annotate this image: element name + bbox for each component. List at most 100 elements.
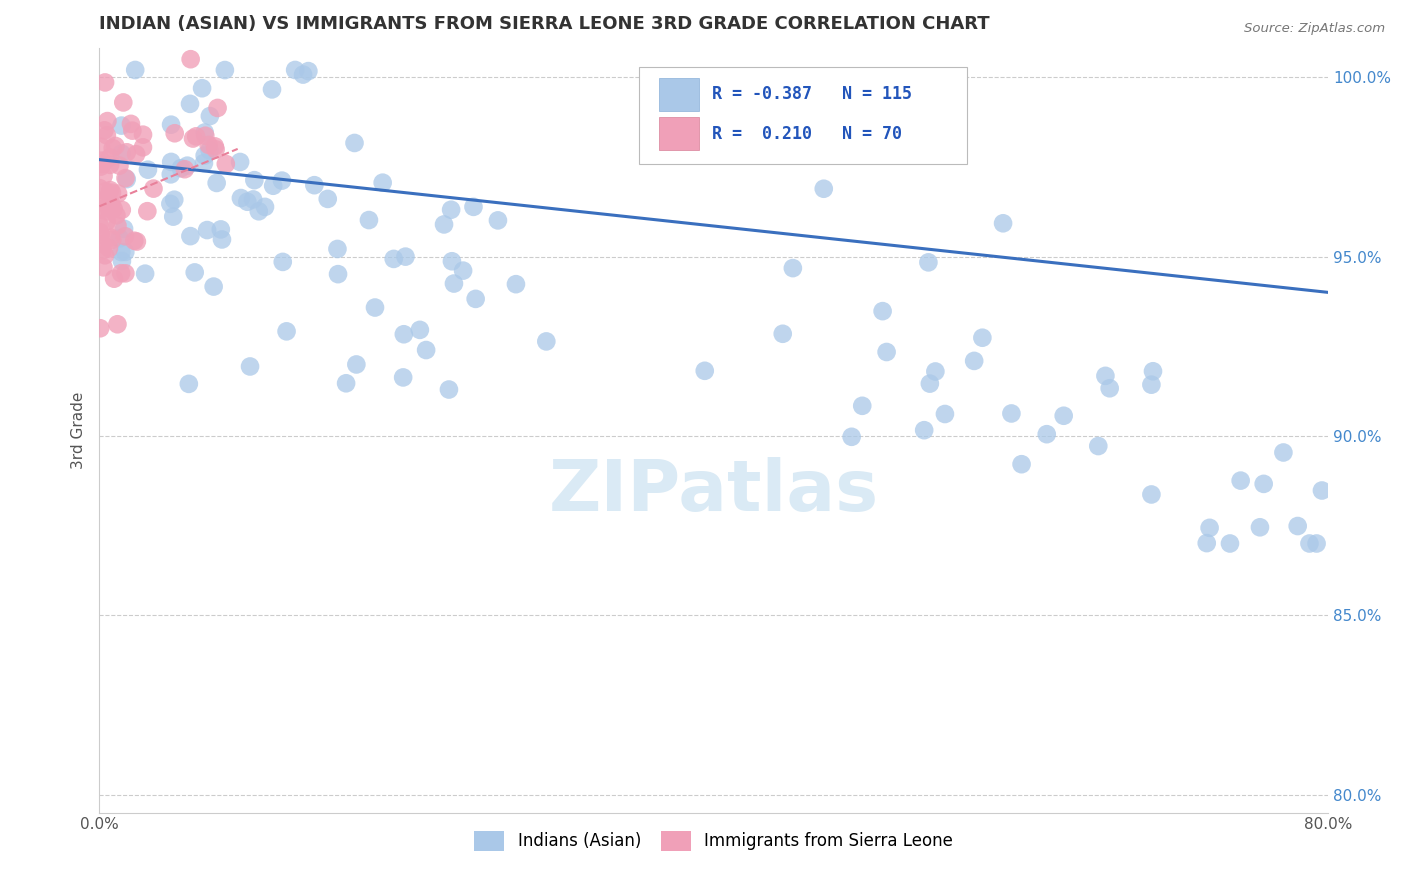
Point (114, 229, 136, 244)
Point (239, 359, 262, 374)
Point (262, 178, 284, 193)
Point (112, 221, 135, 235)
Point (125, 235, 148, 249)
Point (97, 202, 120, 216)
Point (98, 183, 121, 197)
Point (229, 191, 252, 205)
Point (344, 358, 367, 372)
Point (505, 277, 527, 292)
Point (107, 219, 129, 233)
Point (191, 81, 214, 95)
Point (89, 321, 111, 335)
Point (536, 334, 558, 349)
Point (180, 52, 202, 66)
Point (440, 254, 463, 268)
Point (97, 241, 120, 255)
Point (179, 96, 201, 111)
Legend: Indians (Asian), Immigrants from Sierra Leone: Indians (Asian), Immigrants from Sierra … (468, 824, 960, 858)
Point (124, 234, 146, 248)
Point (120, 117, 142, 131)
Point (142, 181, 165, 195)
Point (198, 109, 221, 123)
Point (1198, 521, 1220, 535)
Point (198, 143, 221, 157)
Point (103, 271, 125, 285)
Point (292, 68, 315, 82)
Point (202, 279, 225, 293)
Point (841, 430, 863, 444)
Point (100, 230, 122, 244)
Point (1094, 368, 1116, 383)
Point (94, 185, 117, 199)
Point (1253, 476, 1275, 491)
Point (170, 161, 193, 176)
Text: Source: ZipAtlas.com: Source: ZipAtlas.com (1244, 22, 1385, 36)
Text: INDIAN (ASIAN) VS IMMIGRANTS FROM SIERRA LEONE 3RD GRADE CORRELATION CHART: INDIAN (ASIAN) VS IMMIGRANTS FROM SIERRA… (100, 15, 990, 33)
Point (98, 198, 121, 212)
Point (90, 227, 112, 242)
Point (243, 173, 266, 187)
Point (159, 197, 181, 211)
Point (107, 186, 129, 201)
Point (108, 159, 131, 173)
Point (872, 304, 894, 318)
Point (242, 193, 264, 207)
Point (115, 172, 138, 186)
Point (782, 261, 804, 276)
Point (394, 250, 416, 264)
Point (297, 64, 319, 78)
Point (112, 95, 135, 110)
Point (90, 202, 112, 217)
Point (813, 182, 835, 196)
Point (335, 376, 357, 391)
Point (110, 266, 132, 280)
Point (433, 218, 456, 232)
Point (451, 263, 474, 277)
Point (115, 145, 138, 160)
Point (90, 160, 112, 174)
Point (176, 159, 198, 173)
Point (1298, 536, 1320, 550)
Point (972, 331, 994, 345)
Point (1000, 407, 1022, 421)
Point (162, 210, 184, 224)
Point (1229, 474, 1251, 488)
Point (103, 202, 125, 216)
Point (934, 407, 956, 421)
Point (1011, 457, 1033, 471)
Point (125, 147, 148, 161)
Point (110, 119, 132, 133)
Point (204, 139, 226, 153)
Text: R = -0.387   N = 115: R = -0.387 N = 115 (711, 86, 912, 103)
Point (91, 236, 114, 251)
Point (108, 231, 131, 245)
Point (197, 137, 219, 152)
Point (96, 214, 118, 228)
Point (124, 62, 146, 77)
Point (253, 200, 276, 214)
Point (101, 141, 124, 155)
Point (247, 204, 270, 219)
Point (160, 155, 183, 169)
Point (284, 62, 307, 77)
Point (1310, 483, 1333, 498)
Point (96, 204, 118, 219)
Point (326, 267, 349, 281)
Point (382, 252, 405, 266)
Point (114, 244, 136, 259)
Point (194, 128, 217, 143)
Point (991, 216, 1014, 230)
Point (276, 324, 298, 338)
Point (209, 222, 232, 236)
Point (159, 167, 181, 181)
Point (415, 343, 437, 357)
Point (204, 142, 226, 156)
Point (98, 150, 121, 164)
Point (134, 267, 156, 281)
Point (94, 248, 117, 262)
Point (205, 176, 228, 190)
Point (96, 128, 118, 143)
Point (260, 82, 283, 96)
Point (409, 323, 432, 337)
Point (326, 242, 349, 256)
